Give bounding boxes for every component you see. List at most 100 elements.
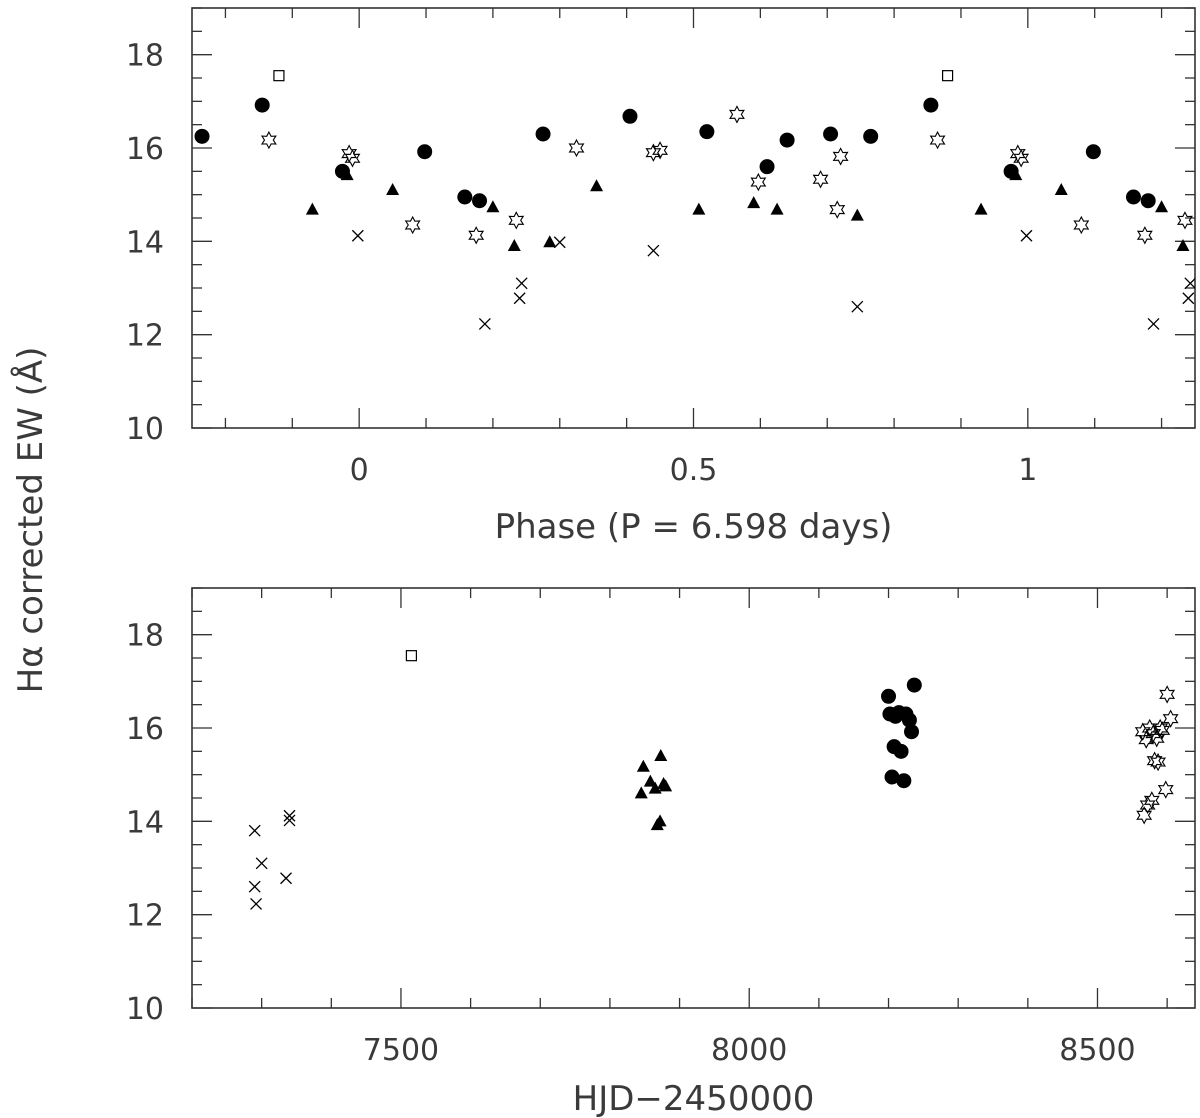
hjd-x-tick-label: 7500: [363, 1033, 439, 1068]
phase-y-tick-label: 10: [126, 412, 164, 447]
phase-x-tick-label: 0: [350, 453, 369, 488]
phase-cross-point: [515, 277, 528, 290]
phase-triangle-point: [590, 179, 604, 192]
phase-cross-point: [478, 317, 491, 330]
phase-circle-point: [779, 132, 795, 148]
phase-cross-point: [1147, 317, 1160, 330]
hjd-circle-point: [881, 688, 897, 704]
phase-circle-point: [699, 124, 715, 140]
hjd-plot-frame: [191, 587, 1196, 1009]
hjd-star-point: [1152, 718, 1169, 738]
phase-cross-point: [1184, 277, 1195, 290]
phase-triangle-point: [543, 235, 557, 248]
phase-star-point: [1136, 226, 1153, 245]
phase-y-tick-label: 16: [126, 132, 164, 167]
hjd-star-point: [1159, 685, 1176, 704]
phase-star-point: [568, 138, 585, 158]
phase-triangle-point: [507, 239, 521, 251]
phase-circle-point: [923, 97, 939, 113]
phase-star-point: [652, 141, 669, 160]
hjd-cross-point: [250, 897, 263, 910]
hjd-y-tick-label: 10: [126, 992, 164, 1027]
hjd-star-point: [1138, 730, 1155, 749]
hjd-cross-point: [248, 880, 261, 893]
phase-triangle-point: [974, 202, 988, 215]
phase-star-point: [829, 200, 846, 219]
phase-triangle-point: [1009, 168, 1023, 181]
hjd-cross-point: [283, 814, 296, 827]
phase-y-tick-label: 12: [126, 319, 164, 354]
hjd-x-tick-label: 8000: [711, 1033, 787, 1068]
hjd-x-axis-label: HJD−2450000: [573, 1079, 815, 1118]
phase-circle-point: [1085, 144, 1101, 160]
phase-star-point: [750, 172, 767, 192]
phase-cross-point: [1182, 292, 1195, 305]
phase-circle-point: [823, 126, 839, 142]
hjd-cross-point: [248, 824, 261, 837]
hjd-panel: 7500 8000 8500 10 12 14 16 18 HJD−2450000: [126, 587, 1196, 1118]
hjd-triangle-point: [634, 786, 648, 799]
phase-circle-point: [622, 108, 638, 124]
phase-circle-point: [863, 128, 879, 144]
phase-cross-point: [1020, 229, 1033, 242]
phase-star-point: [344, 149, 361, 168]
hjd-y-tick-label: 18: [126, 619, 164, 654]
phase-triangle-point: [850, 208, 864, 221]
phase-plot-frame: [191, 7, 1196, 429]
hjd-y-tick-label: 12: [126, 899, 164, 934]
hjd-square-point: [405, 650, 418, 662]
phase-triangle-point: [1155, 200, 1169, 213]
hjd-triangle-point: [659, 779, 673, 792]
phase-cross-point: [351, 229, 364, 242]
hjd-star-point: [1139, 795, 1156, 815]
hjd-circle-point: [906, 677, 922, 693]
phase-circle-point: [254, 97, 270, 113]
phase-circle-point: [472, 193, 488, 209]
phase-circle-point: [457, 189, 473, 205]
hjd-star-point: [1143, 791, 1160, 810]
hjd-cross-point: [255, 857, 268, 870]
hjd-star-point: [1134, 722, 1151, 741]
hjd-circle-point: [884, 769, 900, 785]
hjd-triangle-point: [643, 774, 657, 787]
phase-triangle-point: [747, 196, 761, 209]
hjd-circle-point: [896, 773, 912, 789]
hjd-star-point: [1146, 751, 1163, 770]
hjd-y-tick-label: 14: [126, 805, 164, 840]
hjd-star-point: [1148, 729, 1165, 748]
phase-triangle-point: [1054, 183, 1068, 195]
phase-star-point: [832, 147, 849, 166]
phase-square-point: [941, 70, 954, 82]
phase-circle-point: [759, 159, 775, 175]
hjd-x-tick-label: 8500: [1059, 1033, 1135, 1068]
hjd-cross-point: [283, 809, 296, 822]
phase-circle-point: [1125, 189, 1141, 205]
phase-triangle-point: [305, 202, 319, 215]
phase-star-point: [812, 170, 829, 189]
hjd-triangle-point: [654, 749, 668, 761]
phase-triangle-point: [386, 183, 400, 195]
hjd-star-point: [1154, 721, 1171, 740]
phase-cross-point: [647, 244, 660, 257]
hjd-star-point: [1157, 780, 1174, 799]
phase-star-point: [1073, 215, 1090, 235]
phase-y-tick-label: 18: [126, 39, 164, 74]
phase-panel: 0 0.5 1 10 12 14 16 18 Phase (P = 6.598 days): [126, 7, 1196, 547]
phase-star-point: [1013, 149, 1030, 168]
phase-x-tick-label: 1: [1018, 453, 1037, 488]
phase-square-point: [273, 70, 285, 82]
phase-triangle-point: [486, 200, 500, 213]
phase-circle-point: [1140, 193, 1156, 209]
phase-triangle-point: [770, 202, 784, 215]
phase-star-point: [260, 130, 277, 150]
hjd-circle-point: [904, 724, 920, 740]
phase-star-point: [468, 226, 485, 245]
phase-star-point: [508, 211, 525, 230]
hjd-circle-point: [893, 743, 909, 759]
phase-star-point: [729, 105, 745, 124]
phase-circle-point: [535, 126, 551, 142]
phase-triangle-point: [340, 168, 354, 181]
phase-cross-point: [553, 236, 566, 249]
phase-star-point: [1177, 211, 1193, 230]
